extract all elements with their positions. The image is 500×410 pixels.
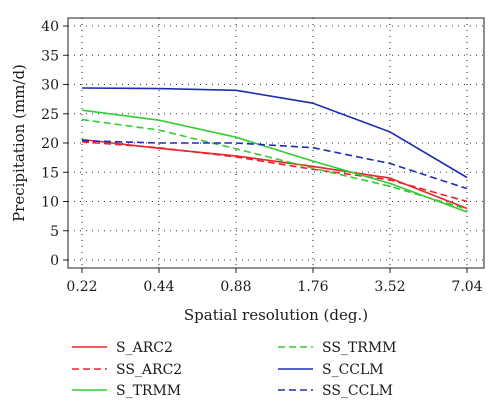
legend-label: S_ARC2 [116,340,173,356]
legend-label: SS_CCLM [322,383,393,399]
plot-area-frame [67,17,485,269]
series-lines [81,87,468,213]
y-tick-label: 40 [41,19,59,35]
y-tick-label: 10 [41,195,59,211]
x-axis-title: Spatial resolution (deg.) [184,306,368,324]
legend-label: S_TRMM [116,383,181,399]
y-tick-label: 35 [41,48,59,64]
legend: S_ARC2 SS_ARC2 S_TRMM SS_TRMM S_CCLM SS_CCLM [72,340,396,399]
x-tick-label: 3.52 [374,279,405,295]
x-tick-label: 7.04 [451,279,482,295]
legend-label: S_CCLM [322,362,384,378]
series-line-s-cclm [81,87,468,179]
legend-label: SS_TRMM [322,340,396,356]
x-tick-label: 1.76 [297,279,328,295]
y-tick-label: 15 [41,165,59,181]
y-tick-label: 25 [41,107,59,123]
series-line-ss-arc2 [81,141,468,203]
series-line-ss-cclm [81,139,468,190]
y-tick-label: 0 [50,253,59,269]
y-tick-label: 5 [50,224,59,240]
axes: 0 5 10 15 20 25 30 35 40 0.22 0.44 0.88 1.76 3.52 7.04 [41,19,483,295]
y-tick-label: 30 [41,78,59,94]
series-line-ss-trmm [81,118,468,210]
y-axis-title: Precipitation (mm/d) [10,64,28,222]
legend-label: SS_ARC2 [116,362,182,378]
grid [68,18,484,268]
x-tick-label: 0.88 [220,279,251,295]
series-line-s-trmm [81,109,468,213]
x-tick-label: 0.44 [143,279,174,295]
y-tick-label: 20 [41,136,59,152]
x-tick-label: 0.22 [66,279,97,295]
